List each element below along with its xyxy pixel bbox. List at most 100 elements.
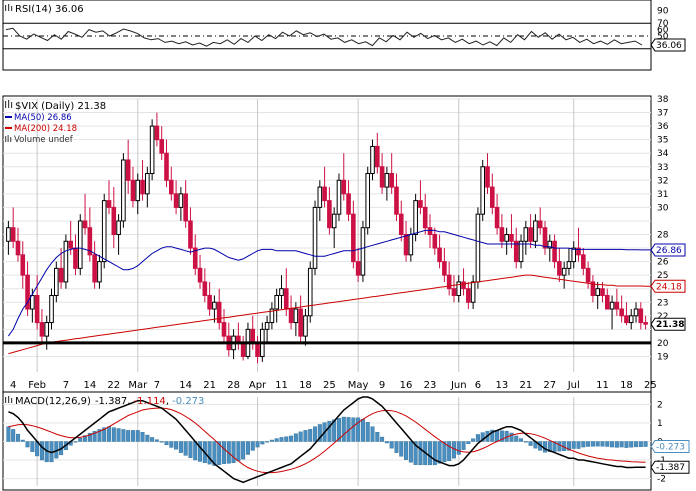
- macd-histogram-bar: [643, 441, 648, 447]
- candle: [135, 173, 141, 215]
- macd-histogram-bar: [519, 438, 524, 442]
- macd-legend-label: MACD(12,26,9) -1.387, -1.114, -0.273: [15, 396, 204, 407]
- price-x-tick-label: 16: [400, 380, 413, 391]
- candle-body: [130, 179, 136, 202]
- candle: [437, 234, 442, 269]
- macd-histogram-bar: [552, 441, 557, 452]
- candle: [92, 241, 97, 289]
- candle-body: [398, 213, 404, 236]
- price-x-tick-label: 27: [543, 380, 556, 391]
- price-y-tick-label: 38: [657, 95, 669, 105]
- candle-body: [456, 281, 462, 296]
- candle-body: [451, 288, 457, 296]
- candle-body: [159, 139, 165, 154]
- macd-legend-macd-value: -1.387: [95, 396, 127, 407]
- candle-body: [542, 227, 548, 249]
- candle: [164, 139, 169, 188]
- candle: [207, 281, 212, 316]
- macd-lines-layer: [8, 396, 646, 484]
- candle: [418, 180, 423, 215]
- price-value-tag-bg: [650, 243, 686, 257]
- candle: [375, 132, 380, 174]
- macd-value-tag-bg: [650, 440, 690, 454]
- candle: [633, 302, 639, 323]
- macd-histogram-bar: [523, 441, 528, 443]
- price-x-tick-label: 21: [519, 380, 532, 391]
- candle-body: [331, 213, 337, 229]
- candle-body: [604, 294, 610, 310]
- macd-histogram-bar: [590, 441, 595, 447]
- candle-body: [513, 240, 519, 263]
- macd-histogram-bar: [116, 428, 121, 442]
- candle: [130, 166, 136, 208]
- macd-histogram-bar: [365, 422, 370, 442]
- candle-body: [537, 220, 543, 229]
- candle-body: [183, 193, 188, 222]
- candle-body: [504, 234, 509, 242]
- candle: [216, 288, 222, 330]
- macd-histogram-bar: [207, 441, 212, 465]
- macd-histogram-bar: [586, 441, 591, 447]
- macd-histogram-bar: [92, 431, 97, 442]
- price-y-axis: 38 37 36 35 34 33 32 31 30 28 26 25 23 22 20 19: [657, 95, 669, 362]
- candle: [470, 275, 476, 310]
- moving-averages-layer: [7, 229, 665, 355]
- candle-body: [30, 294, 35, 310]
- candle: [432, 227, 438, 255]
- macd-histogram-bar: [78, 437, 83, 442]
- macd-histogram-bar: [6, 426, 11, 442]
- macd-histogram-bar: [25, 441, 30, 448]
- candle-body: [413, 200, 418, 235]
- candle: [537, 207, 543, 235]
- candle-body: [154, 125, 160, 141]
- candle: [475, 207, 481, 289]
- candle-body: [221, 322, 227, 337]
- candle: [77, 214, 83, 276]
- macd-histogram-bar: [605, 441, 610, 447]
- price-value-tag-label: 21.38: [656, 320, 684, 330]
- candle-body: [643, 322, 648, 325]
- candle: [82, 193, 88, 235]
- macd-histogram-bar: [456, 441, 461, 455]
- candle-body: [207, 294, 212, 310]
- candle-body: [293, 308, 299, 324]
- candle: [87, 207, 93, 262]
- candle-body: [442, 261, 447, 276]
- candle: [154, 112, 160, 147]
- price-value-tags: 26.86 24.18 21.38: [650, 243, 686, 331]
- candle: [168, 166, 174, 201]
- candle-body: [288, 308, 294, 324]
- price-x-tick-label: 7: [154, 380, 160, 391]
- macd-histogram-bar: [624, 441, 629, 448]
- candle: [365, 166, 371, 235]
- candle: [619, 295, 624, 323]
- candle-body: [173, 193, 179, 208]
- macd-histogram-bar: [289, 435, 294, 442]
- candle: [489, 173, 495, 215]
- macd-histogram-bar: [581, 441, 586, 448]
- candle-body: [255, 342, 260, 357]
- candle: [581, 248, 586, 276]
- candle-body: [576, 247, 581, 256]
- macd-histogram-bar: [135, 430, 140, 442]
- candle: [221, 309, 227, 343]
- candle-body: [561, 267, 567, 276]
- price-y-tick-label: 33: [657, 163, 668, 173]
- rsi-y-tick-label: 50: [657, 32, 669, 42]
- candle: [552, 234, 557, 269]
- candle-body: [389, 173, 394, 188]
- macd-histogram-bar: [614, 441, 619, 448]
- price-x-tick-label: 25: [323, 380, 336, 391]
- rsi-line: [5, 27, 643, 47]
- price-y-tick-label: 28: [657, 231, 669, 241]
- candle-body: [279, 288, 284, 296]
- rsi-last-value-label: 36.06: [656, 41, 682, 51]
- candle: [576, 227, 581, 262]
- candle-body: [58, 267, 64, 283]
- candle: [336, 173, 342, 221]
- macd-histogram-bar: [73, 441, 78, 443]
- macd-legend-icon: [5, 396, 13, 403]
- macd-histogram-bar: [198, 441, 203, 462]
- candle-body: [528, 227, 533, 242]
- macd-histogram-bar: [154, 439, 159, 442]
